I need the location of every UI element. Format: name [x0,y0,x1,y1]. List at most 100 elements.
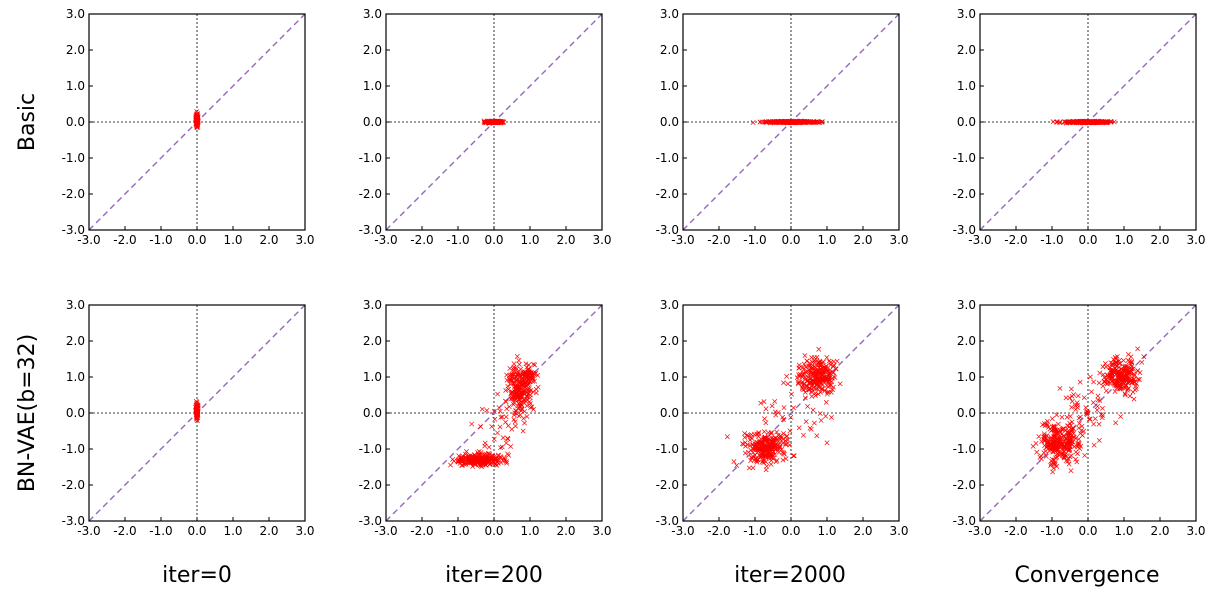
y-tick-label: 3.0 [363,298,382,312]
data-point [784,441,790,447]
data-point [802,395,808,401]
data-point [1055,421,1061,427]
data-point [1137,370,1143,376]
data-point [774,429,780,435]
plot-area [980,305,1196,521]
y-tick-label: -2.0 [953,478,976,492]
data-point [780,457,786,463]
data-point [1112,354,1118,360]
data-point [761,399,767,405]
data-point [754,459,760,465]
data-point [791,453,797,459]
x-tick-label: 0.0 [781,233,800,247]
data-point [501,455,507,461]
data-point [1053,434,1059,440]
x-tick-label: 2.0 [259,524,278,538]
data-point [1048,463,1053,468]
data-point [486,120,492,126]
data-point [1059,446,1065,452]
y-tick-label: 0.0 [957,406,976,420]
data-point [524,378,530,384]
y-tick-label: 3.0 [660,298,679,312]
x-tick-label: -3.0 [671,233,694,247]
data-point [791,405,796,411]
y-tick-label: -3.0 [656,223,679,237]
data-point [1061,445,1067,451]
data-point [1100,383,1106,389]
data-point [805,403,811,409]
x-tick-label: -1.0 [1040,233,1063,247]
x-tick-label: -2.0 [1004,233,1027,247]
data-point [758,400,764,406]
x-tick-label: -2.0 [707,233,730,247]
data-point [1043,453,1049,459]
data-point [503,414,509,420]
data-point [1109,360,1115,366]
data-point [751,431,757,437]
data-point [1090,400,1096,406]
x-tick-label: 3.0 [1186,233,1205,247]
x-tick-label: 3.0 [295,524,314,538]
data-point [517,380,523,386]
x-tick-label: 1.0 [223,524,242,538]
data-point [466,453,472,459]
data-point [526,391,531,397]
data-point [497,408,503,414]
data-point [1036,434,1042,439]
data-point [479,406,485,412]
data-point [806,381,812,386]
data-point [526,386,532,392]
plot-area [980,14,1196,230]
data-point [468,459,474,465]
data-point [818,362,824,368]
data-point [1063,395,1069,401]
data-point [1125,351,1131,357]
data-point [1118,381,1124,387]
data-point [1073,435,1079,441]
data-point [818,418,824,423]
data-point [1059,427,1065,433]
x-tick-label: 1.0 [1114,233,1133,247]
y-tick-label: 2.0 [957,334,976,348]
x-tick-label: 3.0 [889,233,908,247]
y-tick-label: 1.0 [66,79,85,93]
data-point [521,370,527,376]
data-point [756,440,762,445]
data-point [774,436,780,442]
data-point [482,440,488,446]
data-point [816,379,822,385]
data-point [821,359,826,365]
data-point [829,414,834,420]
data-point [776,119,782,125]
data-point [451,458,457,464]
data-point [745,442,751,448]
y-tick-label: -3.0 [656,514,679,528]
data-point [1135,377,1141,382]
data-point [493,119,499,125]
data-point [802,353,808,358]
data-point [837,381,843,387]
x-tick-label: -3.0 [77,524,100,538]
data-point [740,441,745,447]
data-point [514,353,520,359]
y-tick-label: 0.0 [363,115,382,129]
data-point [1113,420,1119,426]
data-point [782,441,788,447]
y-tick-label: 3.0 [957,298,976,312]
data-point [831,369,836,375]
plot-area [683,305,899,521]
y-tick-label: 3.0 [660,7,679,21]
y-tick-label: 3.0 [66,298,85,312]
x-tick-label: -1.0 [446,524,469,538]
data-point [773,459,779,465]
data-point [1108,119,1114,125]
data-point [495,391,500,397]
data-point [484,459,490,465]
data-point [816,365,822,371]
data-point [776,441,782,447]
data-point [796,425,802,431]
column-label-convergence: Convergence [1014,563,1159,588]
data-point [502,398,508,404]
data-point [1071,430,1077,436]
data-point [810,119,816,125]
